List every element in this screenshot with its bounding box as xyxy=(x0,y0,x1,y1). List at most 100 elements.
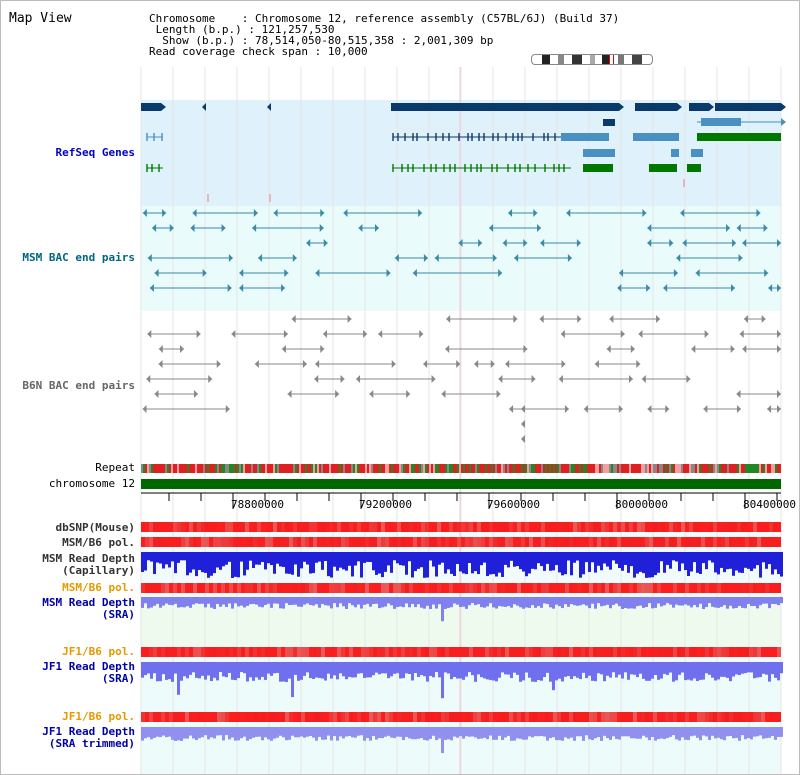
msm-pol-heat-cell xyxy=(629,537,633,547)
jf1-pol-heat-cell xyxy=(453,712,457,722)
jf1-pol-heat-cell xyxy=(165,647,169,657)
bac-end-arrow xyxy=(152,224,157,232)
jf1-sra-depth-bar xyxy=(282,662,285,682)
jf1-sra-depth-bar xyxy=(387,662,390,679)
msm-capillary-depth-bar xyxy=(255,552,258,565)
msm-sra-depth-bar xyxy=(636,597,639,607)
jf1-trimmed-depth-bar xyxy=(405,727,408,737)
msm-capillary-depth-bar xyxy=(495,552,498,577)
msm-pol-heat-cell xyxy=(669,583,673,593)
jf1-trimmed-depth-bar xyxy=(477,727,480,739)
gene-exon-block xyxy=(697,133,781,141)
msm-capillary-depth-bar xyxy=(459,552,462,572)
repeat-segment xyxy=(671,464,673,473)
msm-pol-heat-cell xyxy=(533,537,537,547)
jf1-sra-depth-bar xyxy=(156,662,159,682)
msm-capillary-depth-bar xyxy=(291,552,294,575)
bac-end-arrow xyxy=(456,360,461,368)
bac-end-arrow xyxy=(638,330,643,338)
dbsnp-heat-cell xyxy=(441,522,445,532)
repeat-segment xyxy=(759,464,761,473)
ideogram-position-marker[interactable] xyxy=(609,55,614,64)
msm-sra-depth-bar xyxy=(732,597,735,609)
dbsnp-heat-cell xyxy=(169,522,173,532)
bac-end-arrow xyxy=(521,405,525,413)
repeat-segment xyxy=(197,464,199,473)
jf1-pol-heat-cell xyxy=(649,712,653,722)
jf1-pol-heat-cell xyxy=(541,647,545,657)
jf1-pol-heat-cell xyxy=(625,647,629,657)
jf1-pol-heat-cell xyxy=(589,647,593,657)
repeat-segment xyxy=(665,464,667,473)
msm-sra-depth-bar xyxy=(321,597,324,604)
jf1-pol-heat-cell xyxy=(709,712,713,722)
dbsnp-heat-cell xyxy=(753,522,757,532)
bac-end-arrow xyxy=(323,239,328,247)
msm-pol-heat-cell xyxy=(389,537,393,547)
msm-sra-depth-bar xyxy=(357,597,360,605)
repeat-segment xyxy=(591,464,593,473)
dbsnp-heat-cell xyxy=(333,522,337,532)
msm-sra-depth-bar xyxy=(447,597,450,608)
dbsnp-heat-cell xyxy=(381,522,385,532)
jf1-pol-heat-cell xyxy=(749,647,753,657)
jf1-pol-heat-cell xyxy=(485,647,489,657)
msm-pol-heat-cell xyxy=(225,537,229,547)
msm-pol-heat-cell xyxy=(161,583,165,593)
jf1-trimmed-depth-bar xyxy=(762,727,765,739)
msm-sra-depth-bar xyxy=(729,597,732,606)
jf1-pol-heat-cell xyxy=(501,712,505,722)
msm-pol-heat-cell xyxy=(177,537,181,547)
jf1-trimmed-depth-bar xyxy=(642,727,645,736)
bac-end-arrow xyxy=(609,315,614,323)
msm-pol-heat-cell xyxy=(661,583,665,593)
msm-pol-heat-cell xyxy=(429,537,433,547)
page-title: Map View xyxy=(9,11,72,26)
dbsnp-heat-cell xyxy=(389,522,393,532)
msm-capillary-depth-bar xyxy=(600,552,603,571)
jf1-sra-depth-bar xyxy=(567,662,570,677)
jf1-sra-depth-bar xyxy=(687,662,690,680)
dbsnp-heat-cell xyxy=(557,522,561,532)
jf1-trimmed-depth-bar xyxy=(531,727,534,738)
msm-capillary-depth-bar xyxy=(591,552,594,563)
msm-pol-heat-cell xyxy=(597,537,601,547)
jf1-pol-heat-cell xyxy=(509,647,513,657)
repeat-segment xyxy=(673,464,675,473)
msm-capillary-depth-bar xyxy=(609,552,612,570)
dbsnp-heat-cell xyxy=(621,522,625,532)
jf1-pol-heat-cell xyxy=(569,647,573,657)
repeat-segment xyxy=(585,464,587,473)
jf1-pol-heat-cell xyxy=(553,712,557,722)
msm-capillary-depth-bar xyxy=(474,552,477,572)
msm-capillary-depth-bar xyxy=(750,552,753,572)
repeat-segment xyxy=(619,464,621,473)
jf1-sra-depth-bar xyxy=(321,662,324,679)
dbsnp-heat-cell xyxy=(461,522,465,532)
msm-pol-heat-cell xyxy=(609,583,613,593)
msm-pol-heat-cell xyxy=(269,583,273,593)
jf1-pol-heat-cell xyxy=(621,712,625,722)
jf1-trimmed-depth-bar xyxy=(519,727,522,739)
jf1-sra-depth-bar xyxy=(486,662,489,680)
msm-pol-heat-cell xyxy=(297,583,301,593)
jf1-trimmed-depth-bar xyxy=(246,727,249,741)
dbsnp-heat-cell xyxy=(345,522,349,532)
msm-sra-depth-bar xyxy=(522,597,525,609)
jf1-sra-depth-bar xyxy=(588,662,591,676)
msm-pol-heat-cell xyxy=(721,583,725,593)
jf1-pol-heat-cell xyxy=(317,647,321,657)
msm-sra-depth-bar xyxy=(207,597,210,604)
msm-pol-heat-cell xyxy=(569,583,573,593)
chromosome-ideogram[interactable] xyxy=(531,54,653,65)
bac-end-arrow xyxy=(642,209,647,217)
repeat-segment xyxy=(525,464,527,473)
jf1-pol-heat-cell xyxy=(533,712,537,722)
jf1-sra-depth-bar xyxy=(222,662,225,677)
msm-pol-heat-cell xyxy=(157,583,161,593)
jf1-trimmed-depth-bar xyxy=(165,727,168,738)
bac-end-arrow xyxy=(739,330,744,338)
msm-sra-depth-bar xyxy=(366,597,369,604)
msm-sra-depth-bar xyxy=(501,597,504,607)
